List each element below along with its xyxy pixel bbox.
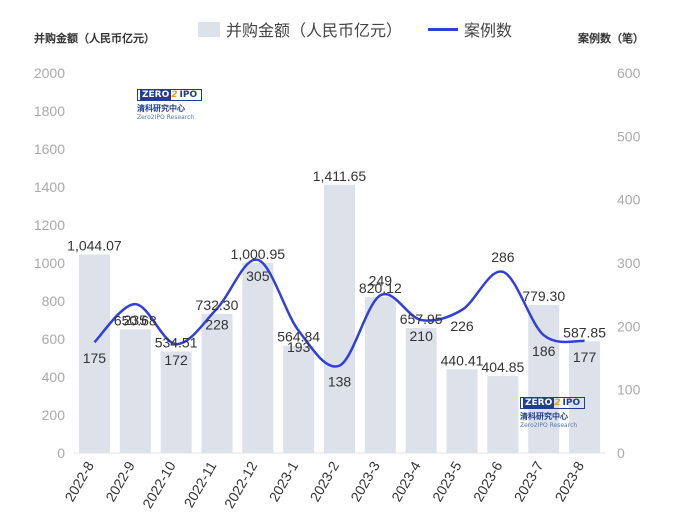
x-axis-category-label: 2022-11: [181, 458, 220, 510]
logo-wordmark: ZERO 2 IPO: [520, 397, 586, 409]
x-axis-category-label: 2023-6: [470, 458, 506, 504]
bar-value-label: 1,411.65: [313, 168, 367, 184]
left-axis-tick-label: 200: [42, 407, 66, 423]
legend-bar-swatch: [198, 21, 220, 37]
logo-name-cn: 清科研究中心: [137, 104, 185, 113]
bar: [78, 254, 110, 453]
legend-bar-label: 并购金额（人民币亿元）: [226, 21, 403, 40]
bar: [487, 376, 519, 453]
line-value-label: 210: [410, 328, 434, 344]
x-axis-category-label: 2022-8: [61, 458, 97, 504]
right-axis-tick-label: 0: [617, 445, 625, 461]
right-axis-tick-label: 200: [617, 318, 641, 334]
line-value-label: 228: [205, 317, 229, 333]
line-value-label: 193: [287, 339, 311, 355]
case-count-line: [93, 258, 585, 368]
bar-value-label: 534.51: [155, 334, 198, 350]
bar-value-label: 1,000.95: [231, 246, 286, 262]
bar-value-label: 732.30: [196, 297, 239, 313]
bar: [324, 184, 355, 453]
left-axis-tick-label: 1400: [34, 179, 65, 195]
x-axis-category-label: 2023-7: [511, 458, 547, 504]
left-axis-tick-label: 1800: [34, 103, 65, 119]
right-axis-tick-label: 100: [617, 382, 641, 398]
line-value-label: 249: [369, 272, 393, 288]
bar-value-label: 650.68: [114, 312, 157, 328]
x-axis-category-label: 2023-1: [266, 458, 302, 504]
bar-value-label: 587.85: [563, 324, 606, 340]
left-axis-tick-label: 600: [42, 331, 66, 347]
bar-value-label: 779.30: [522, 288, 565, 304]
line-value-label: 138: [328, 374, 352, 390]
x-axis-category-label: 2023-4: [388, 458, 424, 504]
left-axis-title: 并购金额（人民币亿元）: [34, 32, 155, 45]
bar: [405, 327, 437, 453]
line-value-label: 186: [532, 343, 556, 359]
bar: [528, 304, 560, 453]
line-value-label: 286: [491, 249, 515, 265]
right-axis-tick-label: 400: [617, 192, 641, 208]
zero2ipo-logo-watermark: ZERO 2 IPO 清科研究中心 Zero2IPO Research: [520, 390, 586, 429]
bar-value-label: 1,044.07: [67, 238, 122, 254]
bar: [119, 329, 151, 453]
legend-line-label: 案例数: [464, 21, 513, 40]
legend-line-swatch: [428, 27, 459, 31]
line-value-label: 177: [573, 349, 597, 365]
x-axis-category-label: 2023-8: [552, 458, 588, 504]
bar: [446, 369, 478, 453]
x-axis-category-label: 2023-3: [347, 458, 383, 504]
line-value-label: 226: [450, 318, 474, 334]
bar-value-label: 440.41: [441, 352, 484, 368]
left-axis-tick-label: 2000: [34, 65, 65, 81]
line-value-label: 305: [246, 268, 270, 284]
logo-wordmark: ZERO 2 IPO: [137, 89, 203, 101]
zero2ipo-logo: ZERO 2 IPO 清科研究中心 Zero2IPO Research: [137, 82, 203, 121]
bar-value-label: 820.12: [359, 280, 402, 296]
bar: [242, 262, 274, 453]
left-axis-tick-label: 800: [42, 293, 66, 309]
x-axis-category-label: 2022-9: [102, 458, 138, 504]
right-axis-tick-label: 500: [617, 128, 641, 144]
line-value-label: 172: [164, 352, 188, 368]
bar-value-label: 564.84: [277, 329, 320, 345]
bar: [201, 313, 233, 453]
bar: [283, 345, 315, 453]
right-axis-tick-label: 600: [617, 65, 641, 81]
chart-legend: 并购金额（人民币亿元） 案例数: [198, 17, 512, 41]
right-axis-title: 案例数（笔）: [578, 32, 644, 45]
left-axis-tick-label: 1200: [34, 217, 65, 233]
line-value-label: 175: [83, 350, 107, 366]
left-axis-tick-label: 400: [42, 369, 66, 385]
bar-value-label: 657.95: [400, 311, 443, 327]
left-axis-tick-label: 1000: [34, 255, 65, 271]
x-axis-category-label: 2023-5: [429, 458, 465, 504]
left-axis-tick-label: 0: [57, 445, 65, 461]
logo-name-en: Zero2IPO Research: [520, 422, 578, 429]
logo-name-cn: 清科研究中心: [520, 412, 568, 421]
x-axis-category-label: 2023-2: [306, 458, 342, 504]
bar: [364, 297, 396, 453]
left-axis-tick-label: 1600: [34, 141, 65, 157]
bar-value-label: 404.85: [481, 359, 524, 375]
x-axis-category-label: 2022-10: [139, 458, 179, 511]
bar: [160, 351, 192, 453]
logo-name-en: Zero2IPO Research: [137, 114, 195, 121]
line-value-label: 235: [124, 312, 148, 328]
right-axis-tick-label: 300: [617, 255, 641, 271]
x-axis-category-label: 2022-12: [221, 458, 261, 511]
